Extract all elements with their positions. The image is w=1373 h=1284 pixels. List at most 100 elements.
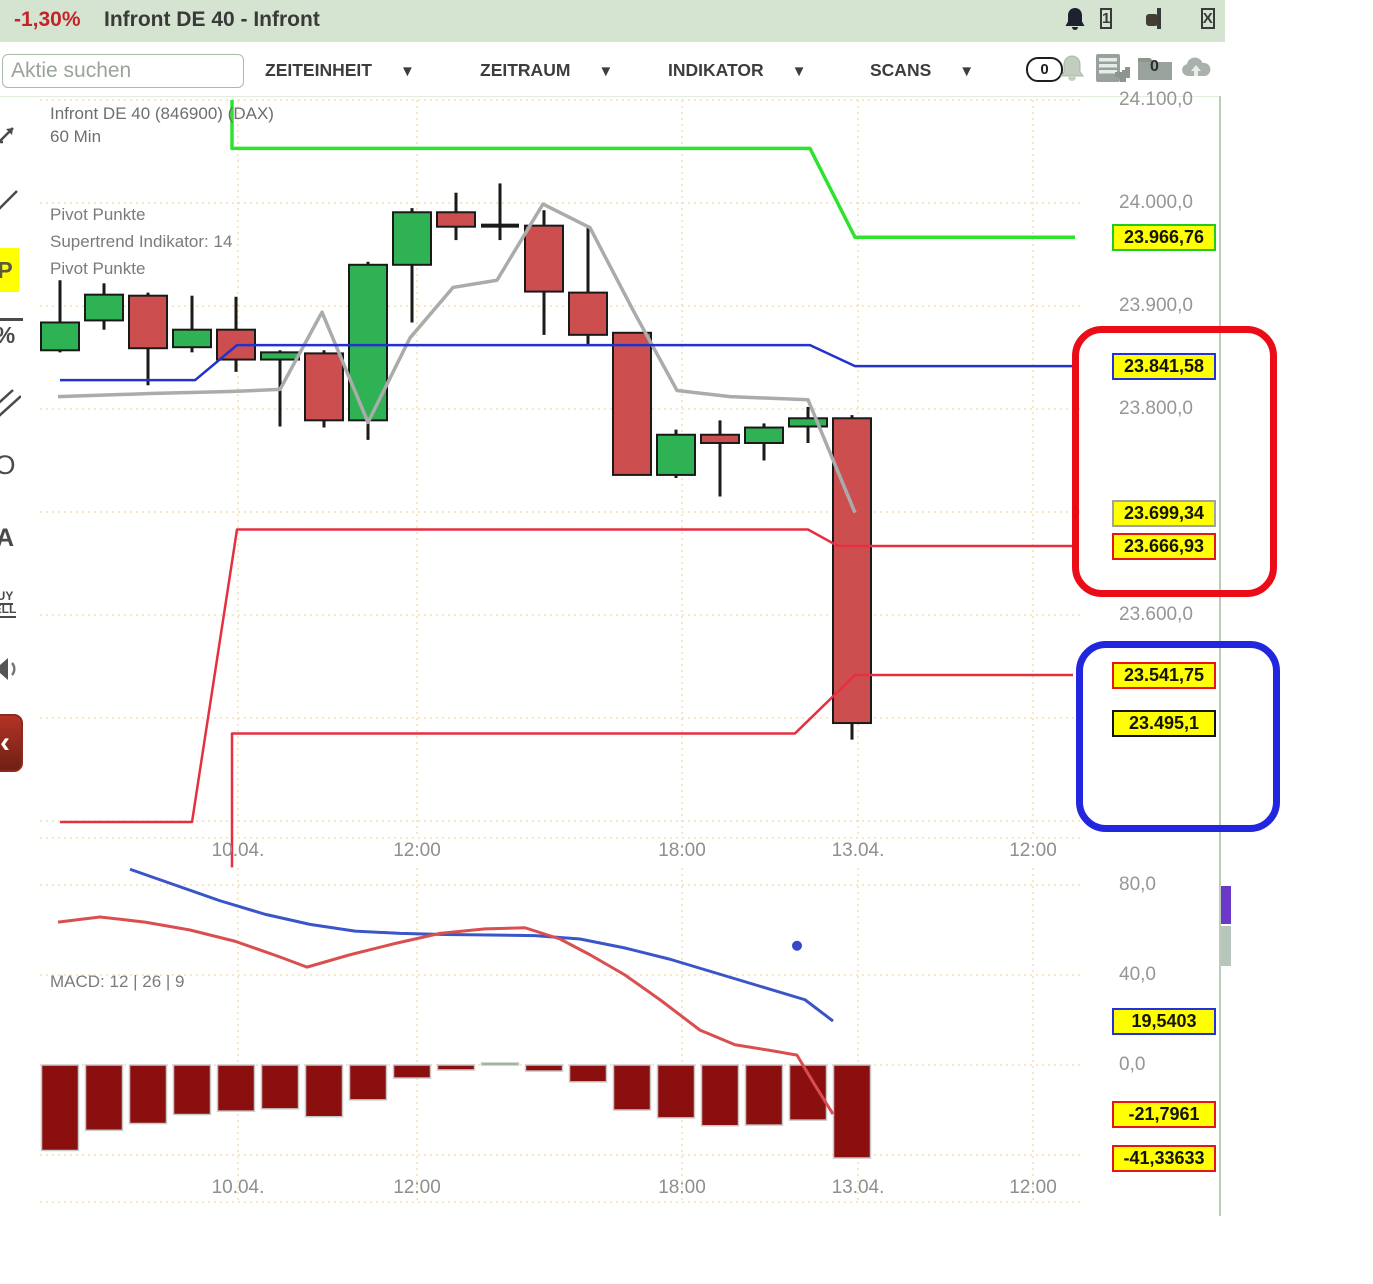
price-axis-tick: 23.600,0 <box>1119 604 1193 625</box>
macd-axis-tick: 80,0 <box>1119 874 1156 895</box>
price-chart-canvas[interactable] <box>0 0 1221 1284</box>
candle-body <box>832 417 872 725</box>
text-tool-icon[interactable]: A <box>0 524 23 553</box>
toolbar: ZEITEINHEIT ▼ ZEITRAUM ▼ INDIKATOR ▼ SCANS ▼… <box>0 42 1225 96</box>
macd-histogram-bar <box>348 1064 388 1101</box>
time-axis-tick: 12:00 <box>1009 1177 1057 1198</box>
macd-axis-tick: 0,0 <box>1119 1054 1146 1075</box>
pivot-tool-label: P <box>0 248 19 292</box>
macd-histogram-bar <box>436 1064 476 1071</box>
menu-label: SCANS <box>870 60 932 80</box>
menu-label: ZEITEINHEIT <box>265 60 372 80</box>
buy-fragment: UY <box>0 589 14 605</box>
title-bar: -1,30% Infront DE 40 - Infront 1 X <box>0 0 1225 42</box>
price-value-label: 23.966,76 <box>1112 224 1216 252</box>
move-tool-icon[interactable] <box>0 120 23 152</box>
macd-histogram-bar <box>832 1064 872 1159</box>
price-value-label: 23.541,75 <box>1112 661 1216 689</box>
minimize-button[interactable]: 1 <box>1100 8 1113 29</box>
macd-line-red <box>57 915 835 1115</box>
time-axis-tick: 10.04. <box>211 1177 265 1198</box>
close-button[interactable]: X <box>1200 8 1215 29</box>
macd-histogram-bar <box>656 1064 696 1119</box>
candle-doji <box>481 223 519 228</box>
price-value-label: 23.841,58 <box>1112 353 1216 381</box>
instrument-label: Infront DE 40 (846900) (DAX) <box>50 104 274 123</box>
red-annotation-box[interactable] <box>1072 326 1277 597</box>
chart-top-border <box>0 96 1219 97</box>
scrollbar-thumb[interactable] <box>1221 886 1231 924</box>
time-axis-tick: 18:00 <box>658 840 706 861</box>
pivot-line-red-lower <box>230 673 1073 868</box>
macd-axis-tick: 40,0 <box>1119 964 1156 985</box>
candle-body <box>260 351 300 361</box>
layout-folder-icon[interactable]: 0 <box>1136 52 1174 89</box>
macd-histogram-bar <box>172 1064 212 1116</box>
ellipse-tool-icon[interactable]: O <box>0 450 23 481</box>
candle-body <box>84 293 124 322</box>
pivot-line-red-upper <box>60 528 1073 824</box>
macd-histogram-bar <box>392 1064 432 1079</box>
collapse-sidebar-button[interactable]: ‹ <box>0 714 23 772</box>
notification-bell-icon[interactable] <box>1062 6 1088 39</box>
time-axis-tick: 18:00 <box>658 1177 706 1198</box>
menu-zeitraum[interactable]: ZEITRAUM ▼ <box>480 60 613 81</box>
price-value-label: 23.495,1 <box>1112 710 1216 738</box>
restore-button[interactable] <box>1145 8 1161 29</box>
ma-line-gray <box>57 202 857 514</box>
text-label: A <box>0 524 15 552</box>
overlay-label-supertrend: Supertrend Indikator: 14 <box>50 232 233 251</box>
ellipse-label: O <box>0 450 16 480</box>
cloud-icon[interactable] <box>1180 56 1212 85</box>
watchlist-add-icon[interactable] <box>1092 50 1132 93</box>
sell-fragment: ELL <box>0 602 17 618</box>
menu-label: INDIKATOR <box>668 60 764 80</box>
macd-histogram-bar <box>700 1064 740 1127</box>
candle-body <box>172 328 212 349</box>
menu-label: ZEITRAUM <box>480 60 571 80</box>
time-axis-tick: 12:00 <box>1009 840 1057 861</box>
price-axis-tick: 23.900,0 <box>1119 295 1193 316</box>
fibonacci-percent-tool-icon[interactable]: % <box>0 318 23 349</box>
candle-body <box>524 224 564 293</box>
menu-indikator[interactable]: INDIKATOR ▼ <box>668 60 806 81</box>
scrollbar-track[interactable] <box>1221 926 1231 966</box>
alarm-bell-icon[interactable] <box>1057 52 1087 91</box>
chevron-down-icon: ▼ <box>959 63 975 80</box>
chart-right-border <box>1219 96 1221 1216</box>
candle-body <box>744 426 784 444</box>
tool-sidebar: P % O A UY ELL ‹ <box>0 96 23 816</box>
candle-body <box>788 417 828 428</box>
menu-zeiteinheit[interactable]: ZEITEINHEIT ▼ <box>265 60 415 81</box>
trendline-tool-icon[interactable] <box>0 188 23 218</box>
pivot-line-blue <box>60 343 1073 382</box>
menu-scans[interactable]: SCANS ▼ <box>870 60 974 81</box>
macd-signal-line-blue <box>129 867 834 1023</box>
search-input[interactable] <box>2 54 244 88</box>
macd-histogram-bar <box>744 1064 784 1126</box>
price-axis-tick: 24.000,0 <box>1119 192 1193 213</box>
audio-alert-icon[interactable] <box>0 654 23 684</box>
window-title: Infront DE 40 - Infront <box>104 8 320 31</box>
candle-body <box>436 211 476 228</box>
pivot-tool-active[interactable]: P <box>0 248 23 292</box>
alarm-count-badge[interactable]: 0 <box>1026 57 1063 82</box>
parallel-channel-tool-icon[interactable] <box>0 384 23 418</box>
macd-value-label: 19,5403 <box>1112 1008 1216 1036</box>
buy-sell-tool-icon[interactable]: UY ELL <box>0 589 23 618</box>
macd-histogram-bar <box>84 1064 124 1131</box>
chevron-down-icon: ▼ <box>399 63 415 80</box>
macd-histogram-bar <box>260 1064 300 1110</box>
macd-value-label: -41,33633 <box>1112 1145 1216 1172</box>
price-value-label: 23.666,93 <box>1112 533 1216 561</box>
layout-count: 0 <box>1150 58 1159 75</box>
blue-annotation-box[interactable] <box>1076 641 1280 832</box>
collapse-chevron: ‹ <box>0 714 23 772</box>
supertrend-line-green <box>230 100 1075 239</box>
macd-histogram-bar <box>40 1064 80 1152</box>
time-axis-tick: 12:00 <box>393 840 441 861</box>
chevron-down-icon: ▼ <box>598 63 614 80</box>
percent-label: % <box>0 322 15 349</box>
macd-histogram-bar <box>216 1064 256 1112</box>
